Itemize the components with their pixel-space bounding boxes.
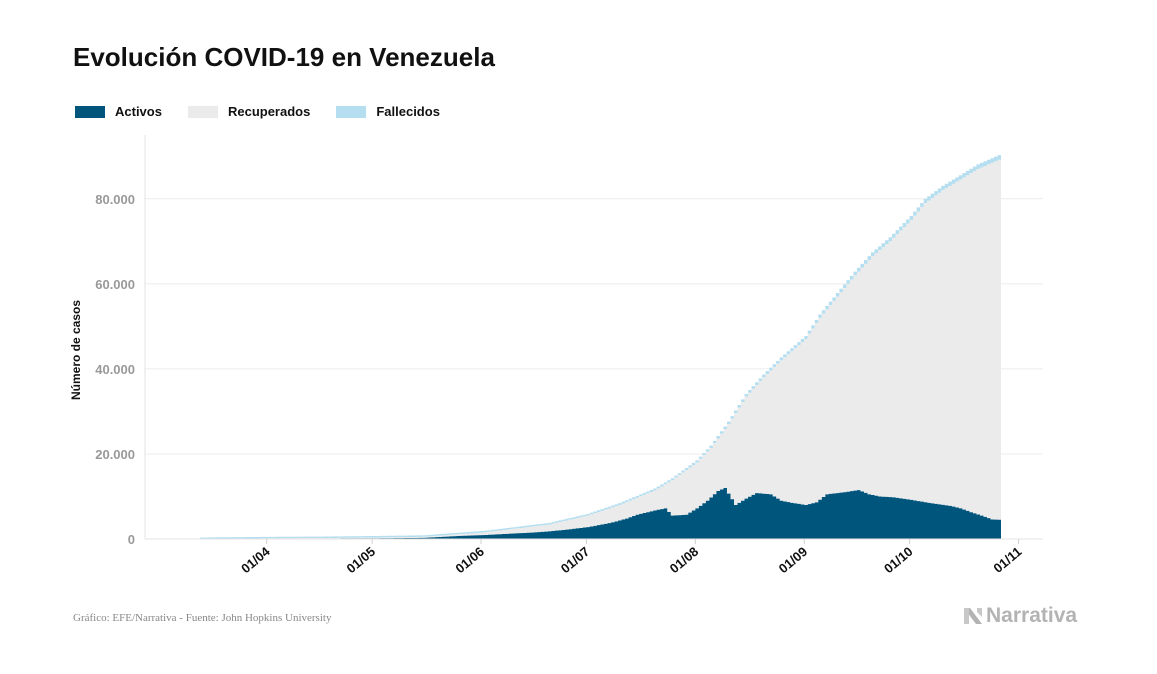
narrativa-logo-icon — [964, 608, 982, 624]
chart-title: Evolución COVID-19 en Venezuela — [73, 42, 495, 72]
x-tick-label: 01/07 — [558, 544, 593, 576]
brand-name: Narrativa — [986, 604, 1078, 627]
area-series — [200, 153, 1001, 539]
series-area-recuperados — [200, 158, 1001, 539]
x-tick-label: 01/09 — [776, 544, 811, 576]
legend-swatch-fallecidos — [336, 105, 367, 118]
legend-swatch-activos — [75, 105, 105, 118]
series-area-activos — [200, 487, 1001, 539]
brand-logo: Narrativa — [963, 604, 1077, 628]
legend-label-fallecidos: Fallecidos — [376, 104, 440, 119]
y-tick-label: 60.000 — [95, 277, 135, 292]
legend-item-activos: Activos — [75, 104, 162, 119]
legend: Activos Recuperados Fallecidos — [75, 104, 440, 119]
x-tick-label: 01/08 — [667, 544, 702, 576]
legend-item-recuperados: Recuperados — [187, 104, 311, 119]
y-axis-title: Número de casos — [69, 300, 83, 400]
x-tick-label: 01/10 — [881, 544, 916, 576]
y-tick-label: 80.000 — [95, 192, 135, 207]
x-tick-label: 01/11 — [990, 544, 1024, 576]
x-tick-label: 01/05 — [343, 544, 378, 576]
source-note: Gráfico: EFE/Narrativa - Fuente: John Ho… — [73, 612, 332, 624]
legend-label-recuperados: Recuperados — [227, 104, 311, 119]
legend-swatch-recuperados — [187, 105, 218, 118]
legend-label-activos: Activos — [115, 104, 162, 119]
y-tick-label: 40.000 — [95, 362, 135, 377]
y-tick-label: 0 — [128, 532, 135, 547]
x-tick-label: 01/06 — [452, 544, 487, 576]
x-tick-label: 01/04 — [238, 543, 273, 576]
legend-item-fallecidos: Fallecidos — [336, 104, 440, 119]
y-tick-label: 20.000 — [95, 447, 135, 462]
